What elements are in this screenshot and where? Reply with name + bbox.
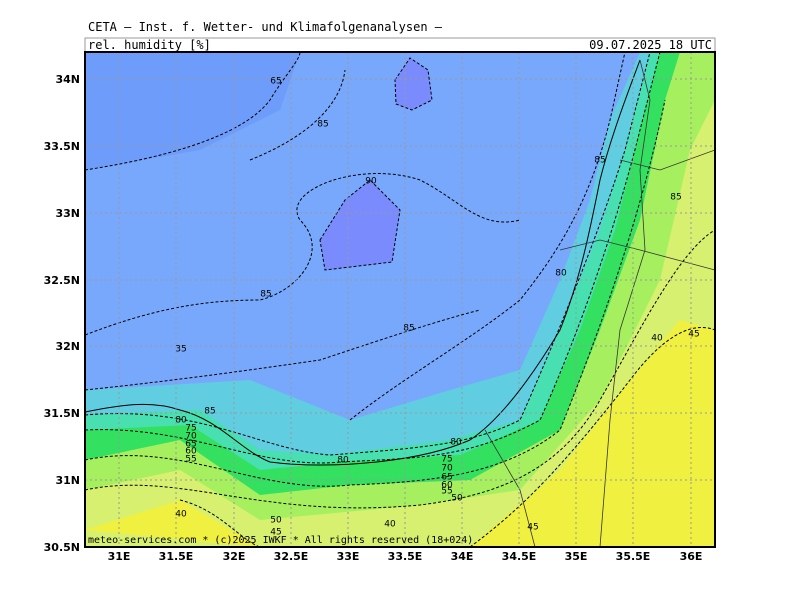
contour-label: 80: [175, 416, 187, 426]
contour-label: 65: [270, 77, 281, 87]
contour-label: 45: [688, 330, 699, 340]
contour-label: 35: [175, 345, 186, 355]
contour-label: 90: [365, 177, 377, 187]
lon-label: 31.5E: [159, 550, 194, 563]
field-shade: [85, 52, 300, 170]
contour-label: 40: [651, 334, 663, 344]
field-name: rel. humidity [%]: [88, 38, 211, 52]
lat-label: 31.5N: [44, 407, 80, 420]
contour-label: 70: [441, 464, 453, 474]
lon-axis: 31E 31.5E 32E 32.5E 33E 33.5E 34E 34.5E …: [108, 550, 703, 563]
contour-label: 75: [185, 424, 196, 434]
header-title: CETA – Inst. f. Wetter- und Klimafolgena…: [88, 20, 443, 34]
contour-label: 85: [204, 407, 215, 417]
contour-label: 65: [185, 440, 196, 450]
lon-label: 35.5E: [616, 550, 651, 563]
contour-label: 85: [317, 120, 328, 130]
coastlines: [85, 59, 715, 547]
contour-label: 85: [670, 193, 681, 203]
lat-label: 30.5N: [44, 541, 80, 554]
field-shade: [85, 320, 715, 547]
contour-label: 65: [441, 473, 452, 483]
contour-label: 40: [175, 510, 187, 520]
contour-label: 55: [185, 455, 196, 465]
map-area: 65 85 90 85 85 80 85 85 35 40 45 85 80 7…: [84, 51, 716, 548]
contour-label: 70: [185, 432, 197, 442]
graticule: [85, 52, 715, 547]
contour-label: 85: [403, 324, 414, 334]
lon-label: 31E: [108, 550, 131, 563]
contour-label: 50: [451, 494, 463, 504]
lon-label: 36E: [680, 550, 703, 563]
contour-label: 60: [441, 481, 453, 491]
contour-label: 55: [441, 487, 452, 497]
contour-label: 85: [260, 290, 271, 300]
lat-label: 33.5N: [44, 140, 80, 153]
lat-label: 34N: [55, 73, 80, 86]
lat-label: 32.5N: [44, 274, 80, 287]
contour-label: 80: [450, 438, 462, 448]
field-shade: [395, 58, 432, 110]
contour-label: 75: [441, 455, 452, 465]
contours: [85, 52, 715, 547]
lat-label: 31N: [55, 474, 80, 487]
lat-label: 33N: [55, 207, 80, 220]
contour-label: 85: [594, 156, 605, 166]
lon-label: 33.5E: [388, 550, 423, 563]
lon-label: 35E: [565, 550, 588, 563]
lon-label: 32E: [223, 550, 246, 563]
contour-label: 50: [270, 516, 282, 526]
lon-label: 33E: [337, 550, 360, 563]
lon-label: 32.5E: [274, 550, 309, 563]
valid-time: 09.07.2025 18 UTC: [589, 38, 712, 52]
contour-label: 40: [384, 520, 396, 530]
field-shade: [320, 180, 400, 270]
copyright: meteo-services.com * (c)2025 IWKF * All …: [88, 535, 473, 546]
map-frame: [84, 51, 716, 548]
lat-label: 32N: [55, 340, 80, 353]
lat-axis: 34N 33.5N 33N 32.5N 32N 31.5N 31N 30.5N: [44, 73, 80, 554]
lon-label: 34.5E: [502, 550, 537, 563]
contour-label: 45: [527, 523, 538, 533]
field-shade: [85, 52, 715, 547]
contour-label: 80: [555, 269, 567, 279]
contour-labels: 65 85 90 85 85 80 85 85 35 40 45 85 80 7…: [175, 77, 699, 538]
contour-label: 45: [270, 528, 281, 538]
contour-label: 60: [185, 447, 197, 457]
contour-label: 80: [337, 456, 349, 466]
lon-label: 34E: [451, 550, 474, 563]
